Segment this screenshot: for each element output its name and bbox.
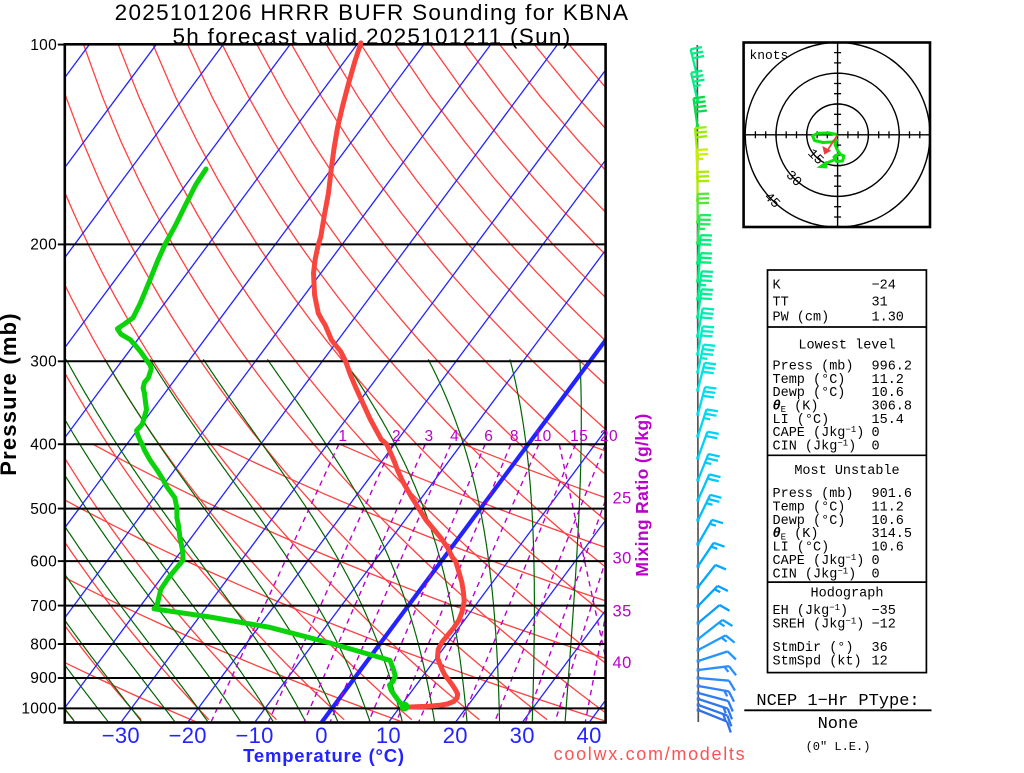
svg-text:knots: knots: [750, 48, 789, 63]
svg-text:StmSpd (kt): StmSpd (kt): [773, 655, 862, 670]
svg-text:12: 12: [872, 655, 888, 670]
svg-text:2025101206 HRRR BUFR Sounding: 2025101206 HRRR BUFR Sounding for KBNA: [115, 0, 630, 25]
svg-text:25: 25: [613, 490, 632, 508]
svg-text:coolwx.com/modelts: coolwx.com/modelts: [554, 744, 747, 764]
svg-text:6: 6: [484, 428, 493, 445]
svg-text:600: 600: [30, 553, 57, 570]
svg-text:Lowest level: Lowest level: [798, 338, 895, 353]
svg-text:StmDir (°): StmDir (°): [773, 641, 854, 656]
svg-text:30: 30: [613, 550, 632, 568]
svg-text:None: None: [818, 715, 859, 734]
svg-text:2: 2: [392, 428, 401, 445]
svg-text:Pressure (mb): Pressure (mb): [0, 312, 21, 476]
svg-text:0: 0: [872, 567, 880, 582]
svg-text:8: 8: [510, 428, 519, 445]
svg-text:40: 40: [613, 654, 632, 672]
svg-text:31: 31: [872, 296, 888, 311]
svg-text:30: 30: [510, 723, 535, 748]
svg-text:(0" L.E.): (0" L.E.): [806, 740, 871, 754]
svg-text:500: 500: [30, 501, 57, 518]
svg-text:5h forecast valid 2025101211 (: 5h forecast valid 2025101211 (Sun): [172, 24, 571, 49]
svg-text:K: K: [773, 279, 782, 294]
svg-text:36: 36: [872, 641, 888, 656]
svg-text:10: 10: [533, 428, 551, 445]
svg-text:−30: −30: [102, 723, 140, 748]
svg-text:PW (cm): PW (cm): [773, 311, 830, 326]
svg-text:1: 1: [338, 428, 347, 445]
svg-text:20: 20: [443, 723, 468, 748]
svg-text:900: 900: [30, 670, 57, 687]
svg-text:NCEP 1−Hr PType:: NCEP 1−Hr PType:: [756, 692, 919, 711]
svg-text:−20: −20: [169, 723, 207, 748]
svg-text:TT: TT: [773, 296, 789, 311]
svg-text:200: 200: [30, 237, 57, 254]
svg-text:Mixing Ratio (g/kg): Mixing Ratio (g/kg): [632, 413, 652, 576]
svg-text:Temperature (°C): Temperature (°C): [243, 745, 405, 766]
svg-text:20: 20: [600, 428, 618, 445]
svg-text:1000: 1000: [21, 701, 57, 718]
svg-text:700: 700: [30, 598, 57, 615]
svg-text:100: 100: [30, 37, 57, 54]
svg-text:Hodograph: Hodograph: [811, 586, 884, 601]
svg-text:400: 400: [30, 436, 57, 453]
svg-text:35: 35: [613, 603, 632, 621]
svg-text:300: 300: [30, 354, 57, 371]
svg-text:1.30: 1.30: [872, 311, 904, 326]
svg-text:800: 800: [30, 636, 57, 653]
svg-text:15: 15: [570, 428, 588, 445]
svg-text:0: 0: [872, 439, 880, 454]
svg-text:−24: −24: [872, 279, 896, 294]
svg-text:3: 3: [424, 428, 433, 445]
svg-text:4: 4: [450, 428, 459, 445]
svg-text:Most Unstable: Most Unstable: [794, 464, 899, 479]
svg-text:−12: −12: [872, 618, 896, 633]
